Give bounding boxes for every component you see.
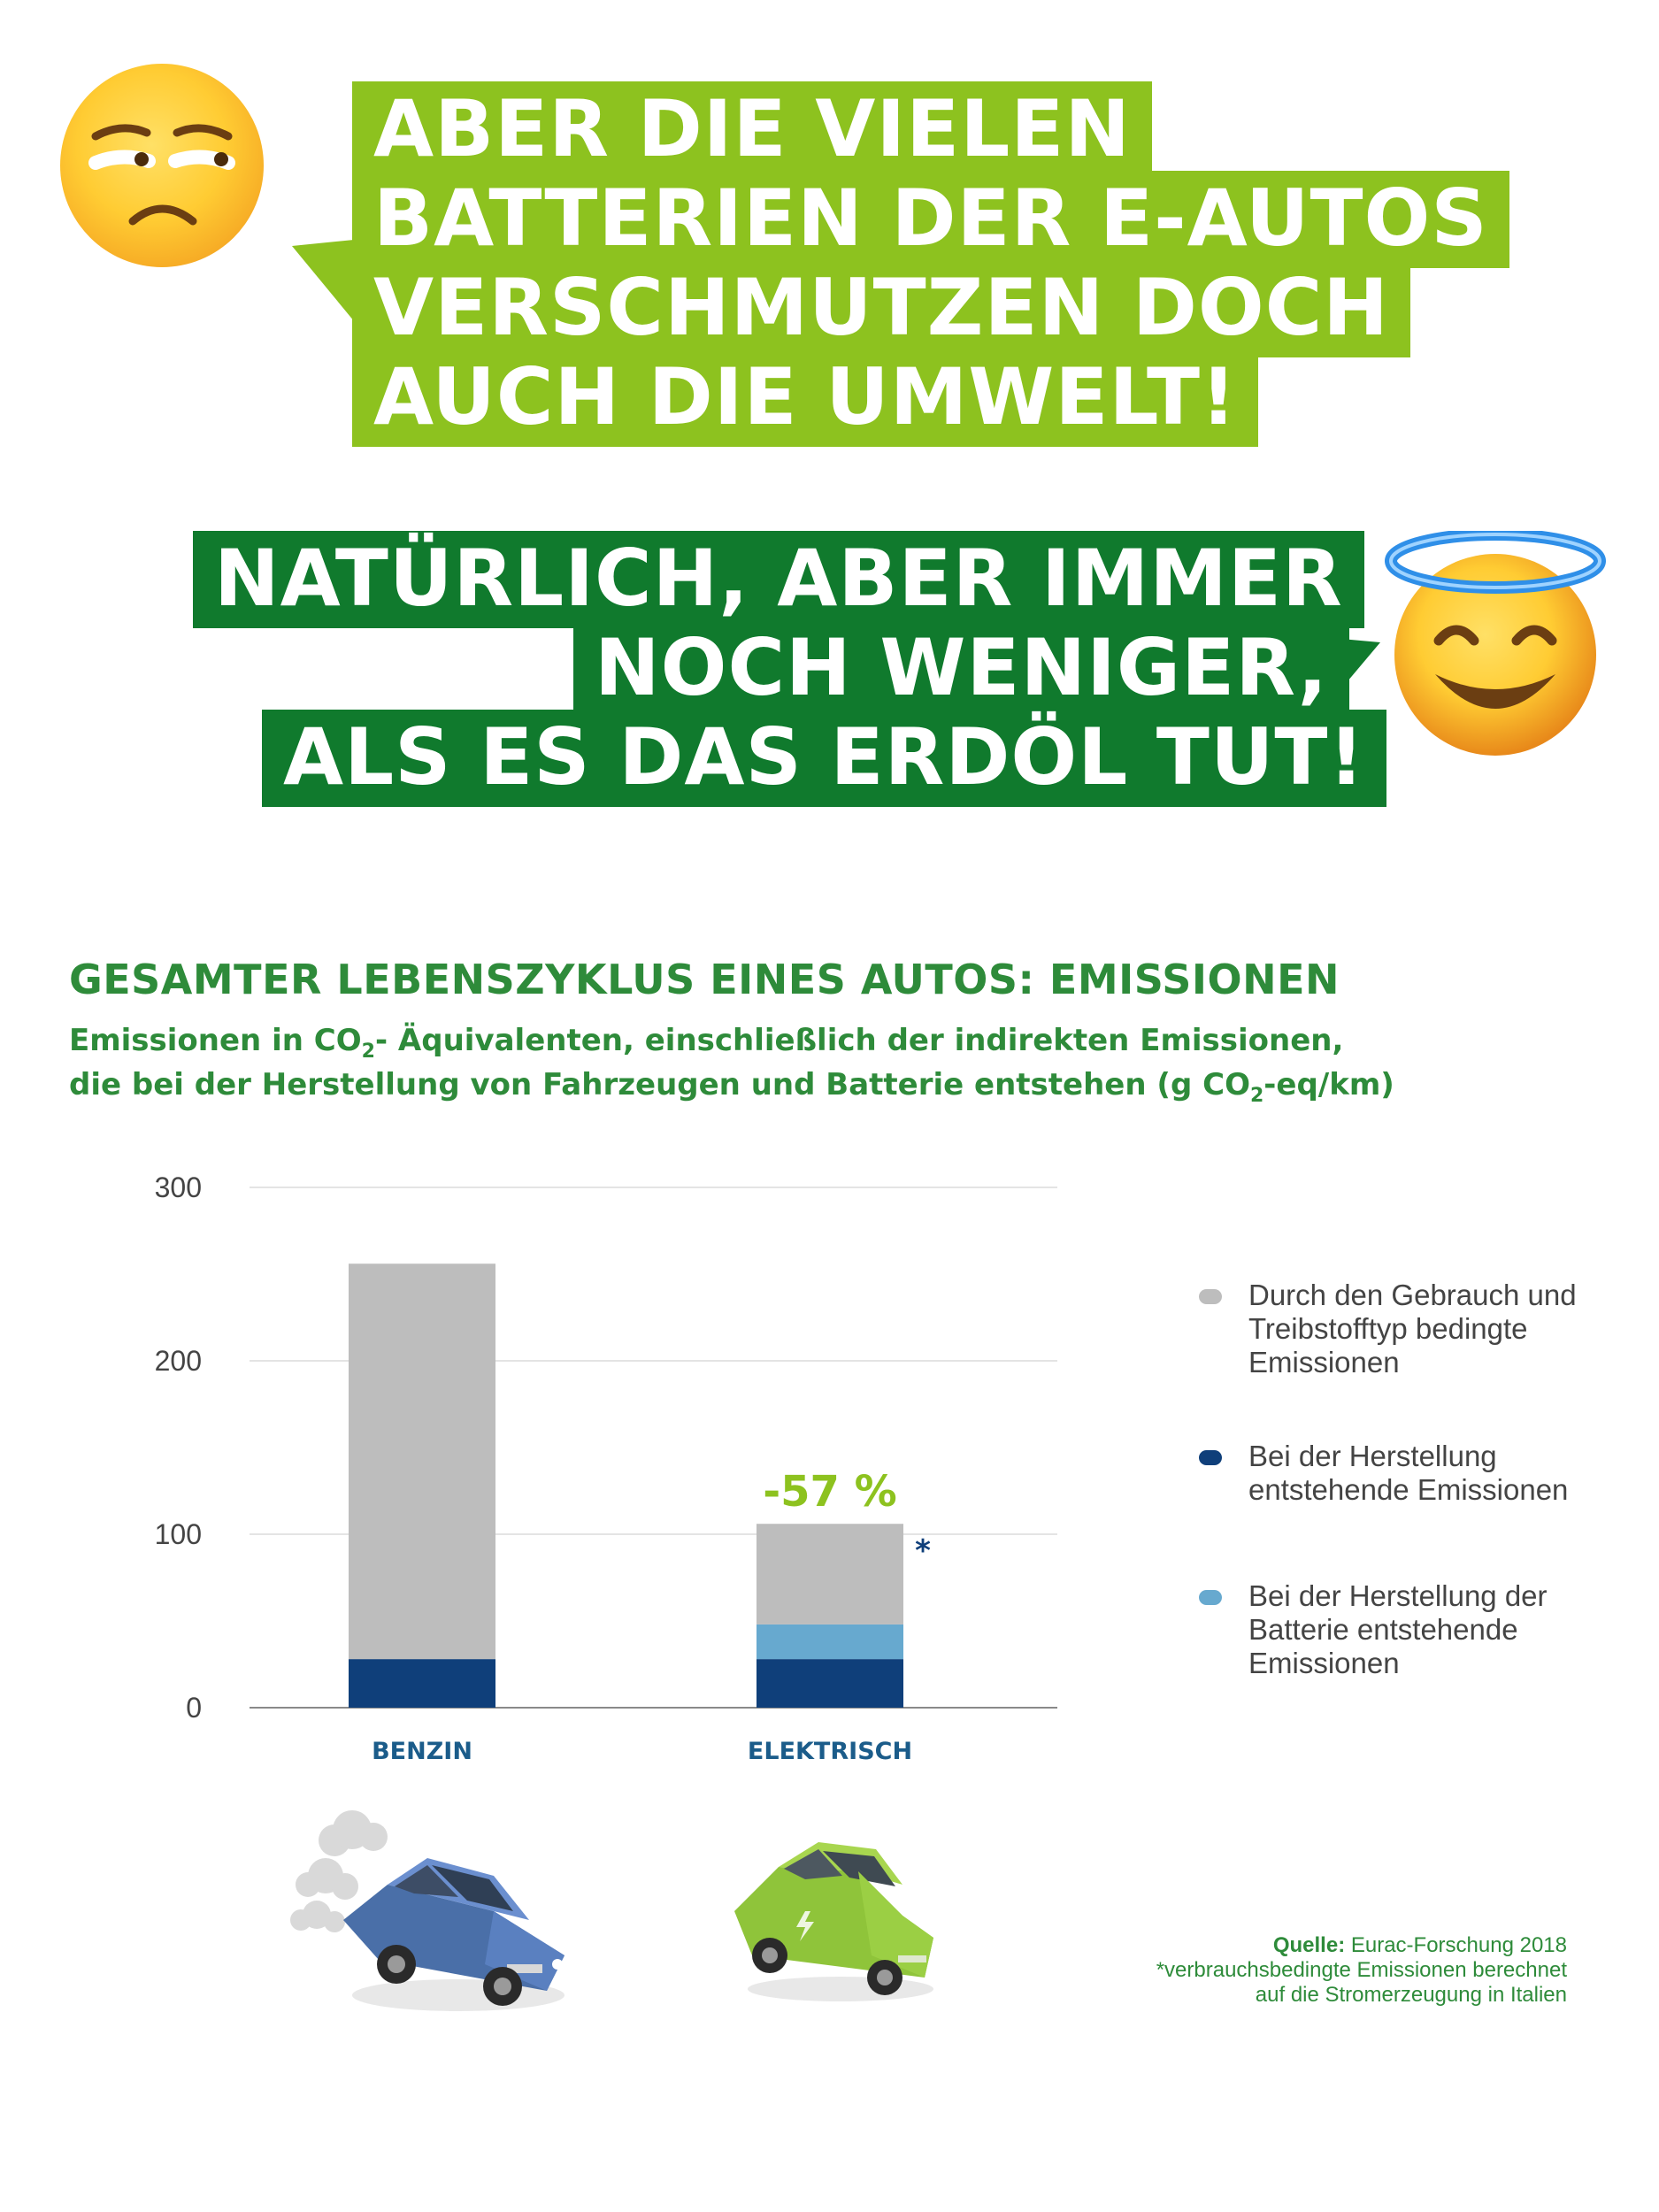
chart-subtitle-line2: die bei der Herstellung von Fahrzeugen u… xyxy=(69,1067,1394,1107)
footnote-line: *verbrauchsbedingte Emissionen berechnet xyxy=(1156,1958,1567,1982)
bar-segment xyxy=(757,1624,903,1660)
source-line: Quelle: Eurac-Forschung 2018 xyxy=(1272,1933,1567,1957)
legend-swatch xyxy=(1199,1590,1222,1605)
legend-label: Bei der Herstellung der Batterie entsteh… xyxy=(1248,1579,1548,1679)
blue-sedan-with-exhaust-icon xyxy=(290,1810,565,2011)
bubble-line: BATTERIEN DER E-AUTOS xyxy=(352,171,1509,268)
bar-segment xyxy=(349,1263,495,1660)
unamused-face-icon xyxy=(60,64,264,267)
chart-subtitle-line1: Emissionen in CO2- Äquivalenten, einschl… xyxy=(69,1023,1344,1063)
legend-swatch xyxy=(1199,1450,1222,1465)
asterisk-marker: * xyxy=(915,1533,931,1569)
category-label: BENZIN xyxy=(372,1738,472,1765)
bar-chart: 0 100 200 300 BENZIN ELEKTRISCH -57 % * xyxy=(155,1171,1057,1765)
bubble-tail xyxy=(292,239,363,332)
bubble-line: ALS ES DAS ERDÖL TUT! xyxy=(262,710,1386,807)
y-tick-label: 300 xyxy=(155,1171,202,1203)
bar-segment xyxy=(757,1524,903,1624)
green-electric-car-icon xyxy=(734,1842,933,2001)
source-note: Quelle: Eurac-Forschung 2018 *verbrauchs… xyxy=(1156,1933,1567,2008)
bubble-line: NATÜRLICH, ABER IMMER xyxy=(193,531,1364,628)
reduction-annotation: -57 % xyxy=(763,1467,897,1517)
y-tick-label: 100 xyxy=(155,1518,202,1550)
bubble-line: NOCH WENIGER, xyxy=(573,620,1350,718)
y-tick-label: 200 xyxy=(155,1345,202,1377)
y-tick-label: 0 xyxy=(186,1692,202,1724)
bar-segment xyxy=(757,1659,903,1708)
footnote-line: auf die Stromerzeugung in Italien xyxy=(1255,1983,1567,2007)
category-label: ELEKTRISCH xyxy=(748,1738,912,1765)
bar-segment xyxy=(349,1659,495,1708)
legend-label: Durch den Gebrauch und Treibstofftyp bed… xyxy=(1248,1279,1577,1379)
smiling-face-with-halo-icon xyxy=(1380,531,1610,761)
bubble-line: ABER DIE VIELEN xyxy=(352,81,1153,179)
chart-title: GESAMTER LEBENSZYKLUS EINES AUTOS: EMISS… xyxy=(69,956,1340,1003)
legend-label: Bei der Herstellung entstehende Emission… xyxy=(1248,1440,1569,1506)
bubble-line: VERSCHMUTZEN DOCH xyxy=(352,260,1410,357)
bubble-line: AUCH DIE UMWELT! xyxy=(352,349,1259,447)
legend-swatch xyxy=(1199,1289,1222,1304)
